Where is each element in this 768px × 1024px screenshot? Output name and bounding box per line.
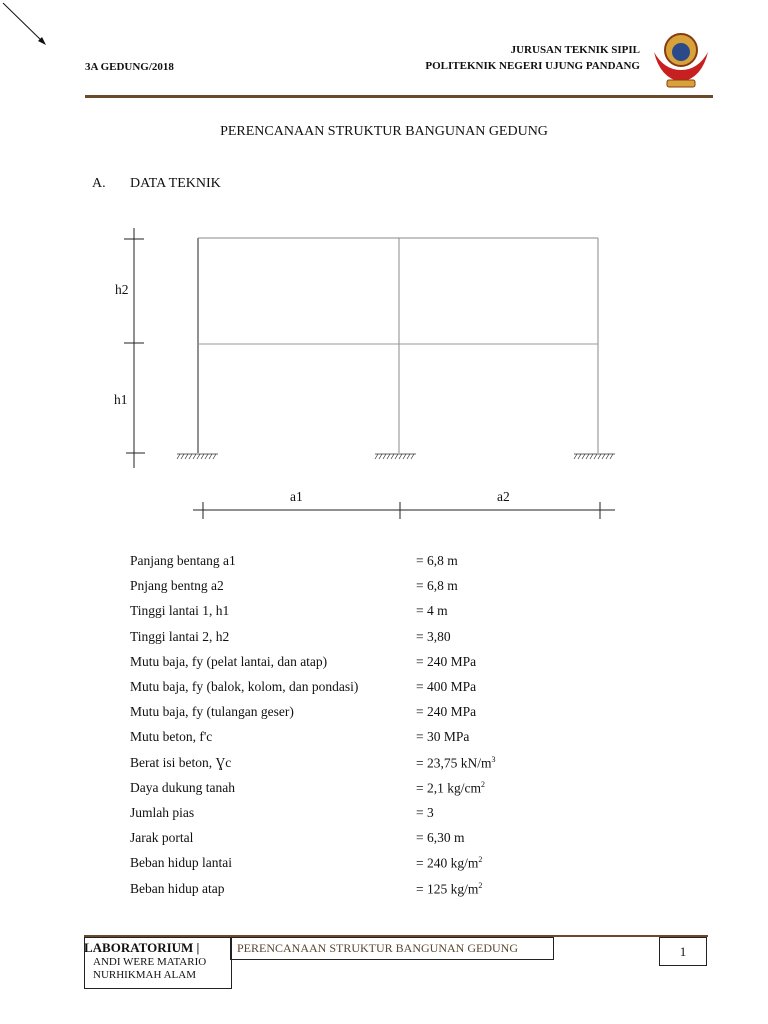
- value-text: = 125 kg/m: [416, 881, 479, 897]
- data-row-value: = 3,80: [416, 629, 451, 645]
- value-text: = 4 m: [416, 603, 448, 619]
- footer-author-1: ANDI WERE MATARIO: [93, 956, 207, 968]
- value-text: = 3,80: [416, 628, 451, 644]
- data-row-label: Tinggi lantai 2, h2: [130, 628, 230, 644]
- fixed-support-middle: [374, 453, 416, 460]
- data-row-label: Mutu beton, f'c: [130, 729, 213, 745]
- label-h1: h1: [114, 392, 128, 407]
- data-row-label: Tinggi lantai 1, h1: [130, 603, 230, 619]
- data-row-label: Jumlah pias: [130, 805, 195, 820]
- data-row-value: = 2,1 kg/cm2: [416, 780, 485, 797]
- value-text: = 240 MPa: [416, 653, 477, 669]
- corner-arrow: [2, 2, 46, 45]
- data-row-value: = 30 MPa: [416, 729, 469, 745]
- section-number: A.: [92, 176, 106, 191]
- data-row-value: = 6,8 m: [416, 553, 458, 569]
- label-a2: a2: [497, 489, 510, 504]
- portal-frame-diagram: [124, 228, 615, 519]
- data-row-label: Mutu baja, fy (balok, kolom, dan pondasi…: [130, 679, 359, 694]
- value-text: = 400 MPa: [416, 679, 477, 694]
- value-text: = 240 MPa: [416, 704, 477, 720]
- value-text: = 3: [416, 805, 434, 820]
- data-row-label: Beban hidup lantai: [130, 855, 232, 871]
- label-h2: h2: [115, 282, 129, 297]
- value-text: = 6,8 m: [416, 553, 458, 568]
- footer-title-box: [230, 937, 554, 960]
- value-text: = 23,75 kN/m: [416, 755, 492, 771]
- data-row-label: Jarak portal: [130, 830, 194, 846]
- data-row-label: Mutu baja, fy (tulangan geser): [130, 704, 294, 720]
- label-a1: a1: [290, 489, 303, 504]
- footer-rule: [84, 935, 708, 937]
- data-row-value: = 23,75 kN/m3: [416, 755, 496, 772]
- data-row-value: = 240 MPa: [416, 704, 476, 720]
- unit-exponent: 2: [478, 880, 483, 890]
- unit-exponent: 3: [491, 754, 496, 764]
- section-heading: DATA TEKNIK: [130, 176, 221, 191]
- fixed-support-right: [573, 453, 615, 460]
- unit-exponent: 2: [478, 855, 483, 865]
- value-text: = 30 MPa: [416, 729, 470, 745]
- unit-exponent: 2: [480, 779, 485, 789]
- data-row-value: = 125 kg/m2: [416, 881, 482, 898]
- data-row-value: = 3: [416, 805, 434, 821]
- data-row-label: Pnjang bentng a2: [130, 578, 224, 594]
- footer-lab: LABORATORIUM |: [84, 940, 200, 955]
- fixed-support-left: [176, 453, 218, 460]
- class-label: 3A GEDUNG/2018: [85, 61, 174, 73]
- data-row-label: Berat isi beton, Ɣc: [130, 754, 232, 770]
- data-row-value: = 240 kg/m2: [416, 855, 482, 872]
- institution-logo: [654, 33, 708, 88]
- footer-author-box: [84, 937, 232, 989]
- value-text: = 6,30 m: [416, 830, 465, 846]
- data-row-value: = 240 MPa: [416, 654, 476, 670]
- header-rule: [85, 95, 713, 98]
- page-number: 1: [679, 944, 687, 959]
- data-row-value: = 4 m: [416, 603, 448, 619]
- data-row-label: Panjang bentang a1: [130, 553, 236, 568]
- data-row-value: = 6,30 m: [416, 830, 465, 846]
- footer-author-2: NURHIKMAH ALAM: [93, 969, 196, 981]
- value-text: = 2,1 kg/cm: [416, 780, 481, 796]
- page-title: PERENCANAAN STRUKTUR BANGUNAN GEDUNG: [220, 124, 548, 139]
- data-row-label: Beban hidup atap: [130, 880, 225, 896]
- department-name: JURUSAN TEKNIK SIPIL: [510, 44, 640, 56]
- institution-name: POLITEKNIK NEGERI UJUNG PANDANG: [425, 60, 640, 72]
- footer-page-box: [659, 937, 707, 966]
- value-text: = 240 kg/m: [416, 855, 479, 871]
- footer-doc-title: PERENCANAAN STRUKTUR BANGUNAN GEDUNG: [237, 941, 519, 955]
- data-row-label: Mutu baja, fy (pelat lantai, dan atap): [130, 653, 328, 669]
- data-row-value: = 6,8 m: [416, 578, 458, 594]
- data-row-label: Daya dukung tanah: [130, 779, 235, 795]
- value-text: = 6,8 m: [416, 578, 458, 594]
- data-row-value: = 400 MPa: [416, 679, 476, 695]
